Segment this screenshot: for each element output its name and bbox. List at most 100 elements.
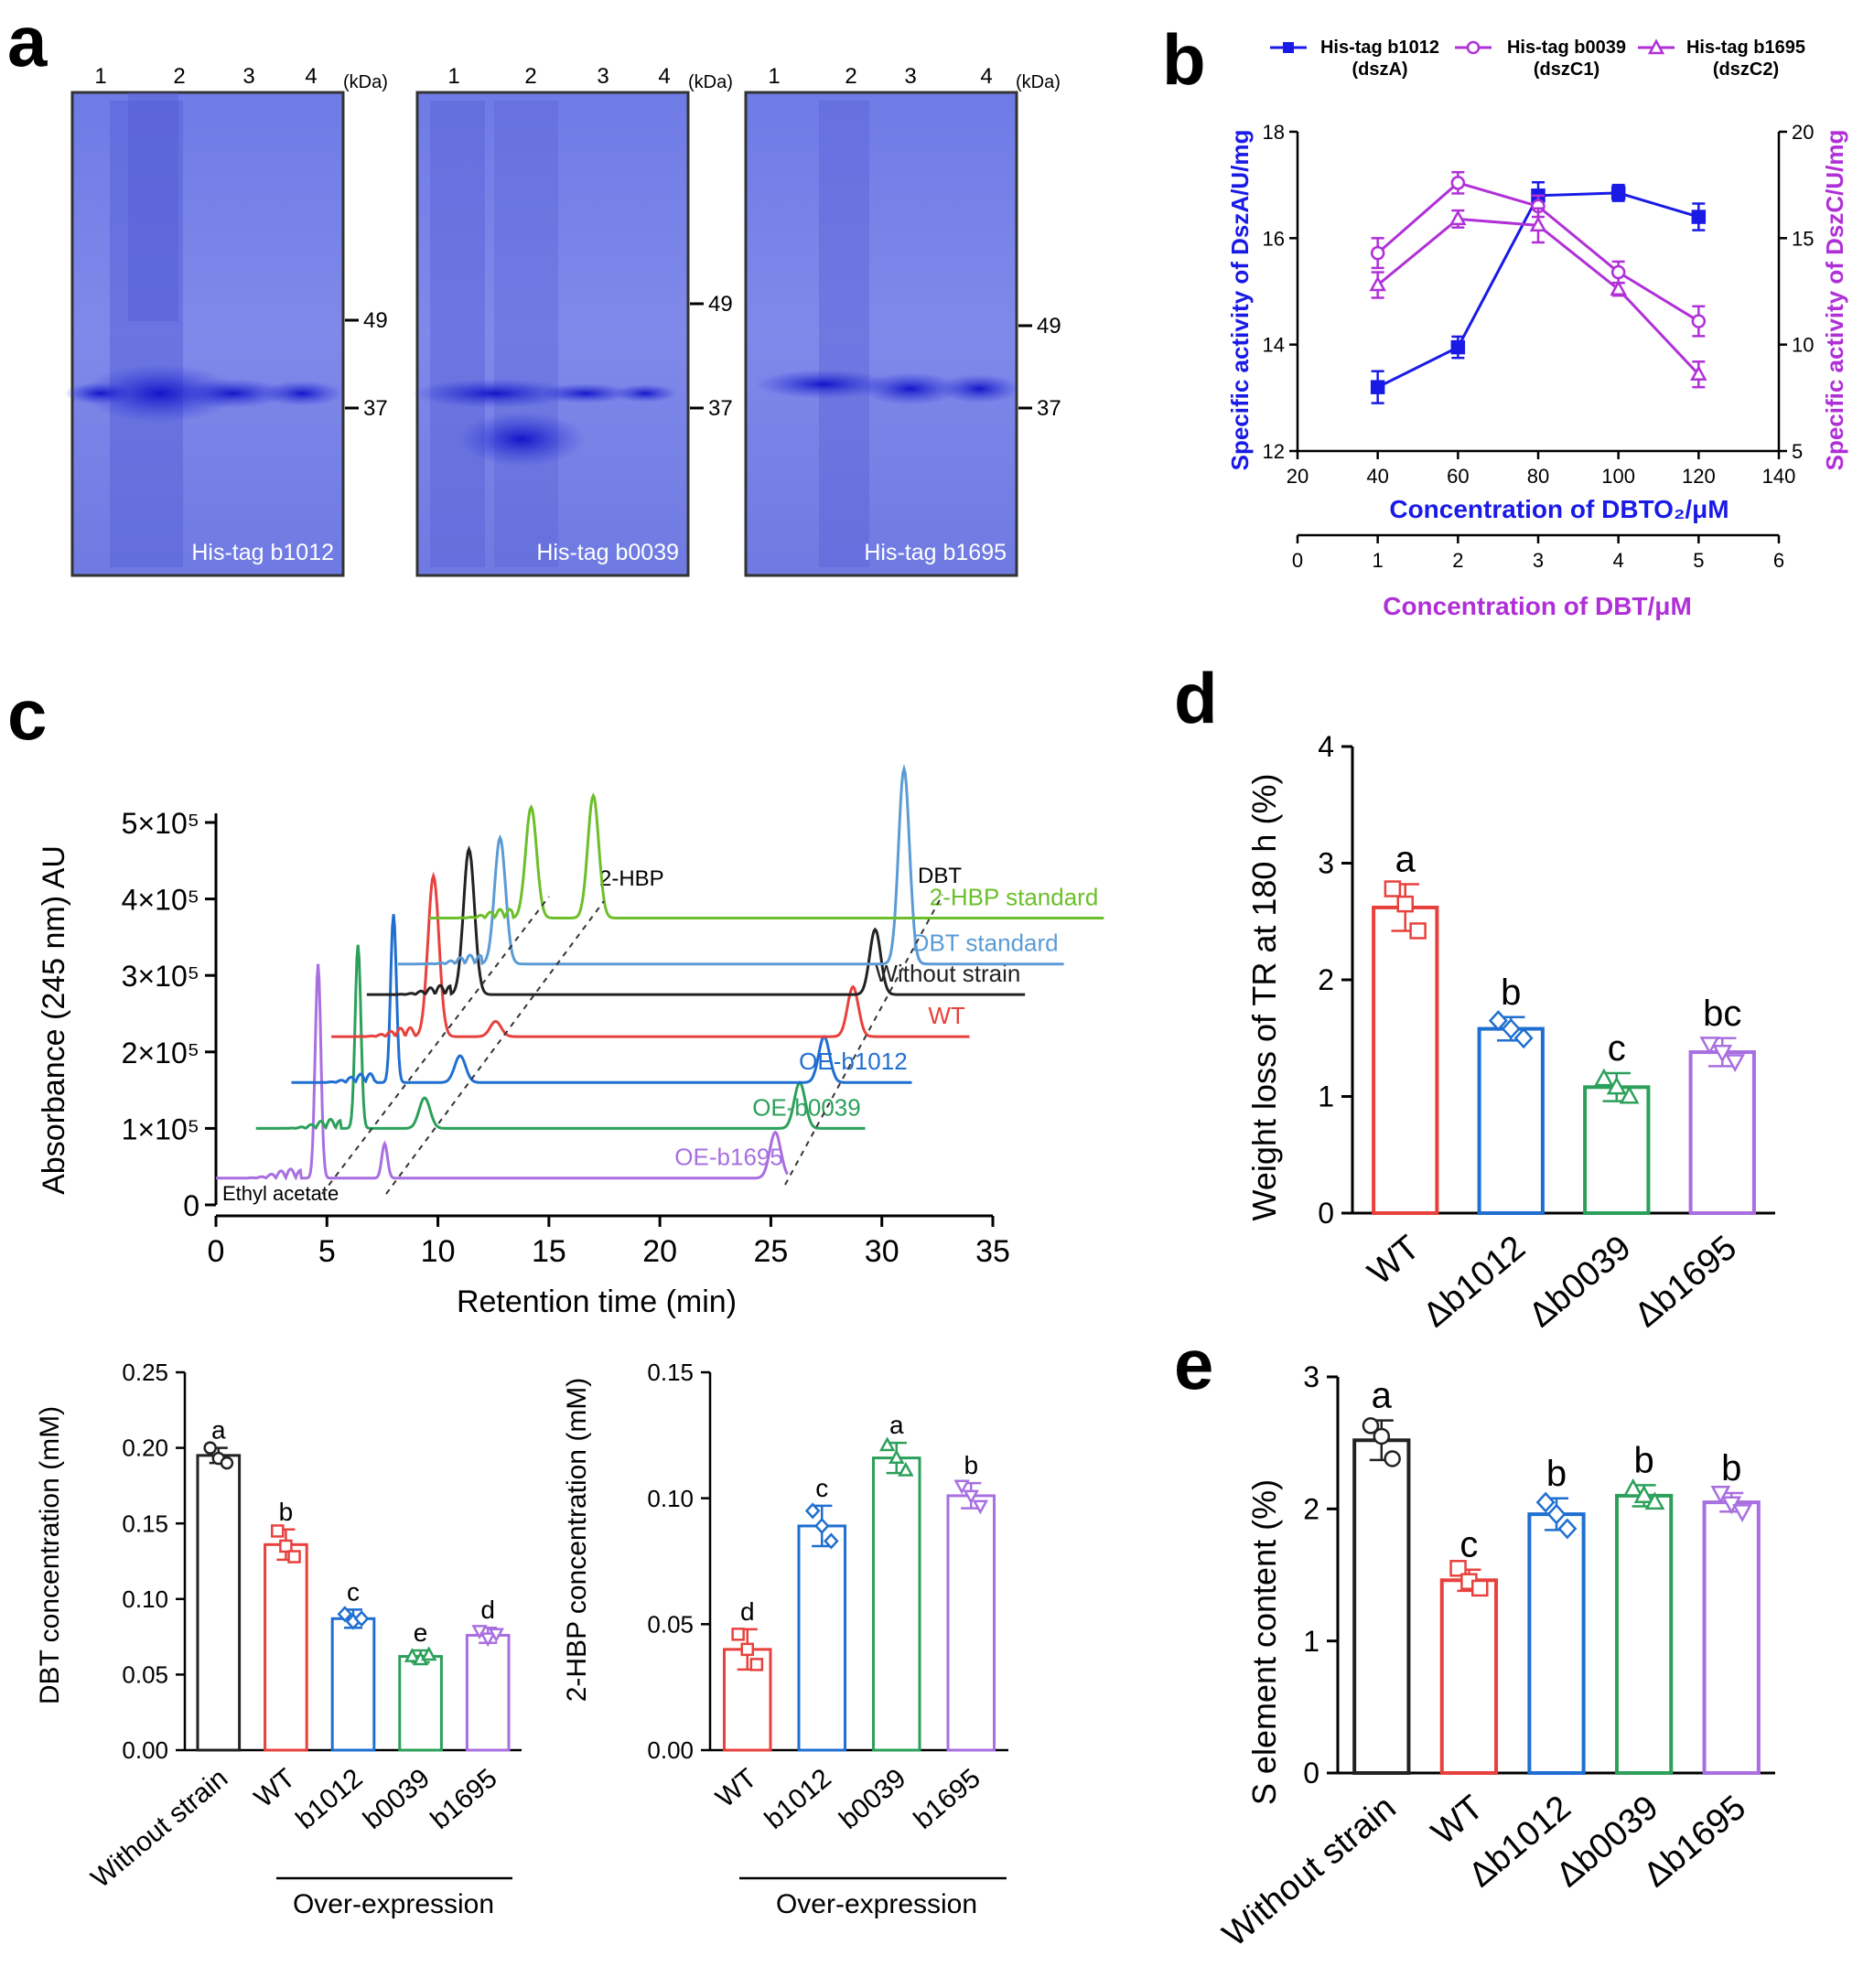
panel-c2-sig-letter-5: d: [480, 1596, 495, 1624]
panel-e-point-2: [1449, 1560, 1467, 1577]
panel-e-ytick-label: 2: [1303, 1493, 1319, 1526]
c1-trace-label-1: OE-b1695: [674, 1144, 783, 1171]
panel-e-point-1: [1362, 1417, 1380, 1435]
c1-guide-2hbp: [321, 896, 550, 1195]
b-point-s2: [1610, 264, 1626, 280]
panel-d-ytick-label: 2: [1318, 963, 1334, 996]
panel-d-point-2: [1488, 1010, 1508, 1032]
gel-1: 1 2 3 4 (kDa) 49 37 His-tag b1012: [64, 64, 388, 577]
panel-c3-xtick-label-4: b1695: [909, 1763, 986, 1835]
c1-xtick-label: 35: [975, 1234, 1010, 1269]
b-x2tick-label: 1: [1373, 549, 1384, 572]
panel-d-xtick-label-4: Δb1695: [1628, 1229, 1744, 1335]
gel-1-lane-1: 1: [94, 64, 106, 89]
panel-d-point-1: [1396, 895, 1414, 913]
b-legend-name-3: His-tag b1695: [1686, 38, 1805, 58]
gel-2-lane-3: 3: [597, 64, 609, 89]
panel-c2-point-2: [287, 1550, 301, 1564]
c1-trace-label-3: OE-b1012: [799, 1048, 908, 1075]
panel-d-bar-1: [1372, 905, 1439, 1215]
gel-3-label: His-tag b1695: [864, 540, 1007, 565]
panel-d-point-1: [1384, 880, 1402, 897]
panel-c3-point-2: [824, 1532, 839, 1550]
c1-trace-5: [366, 845, 1026, 996]
panel-c3-bar-3: [871, 1456, 921, 1752]
b-point-s1: [1450, 339, 1466, 355]
b-legend-item-2: His-tag b0039 (dszC1): [1455, 38, 1626, 80]
b-x2tick-label: 3: [1533, 549, 1544, 572]
panel-c2-xtick-label-4: b0039: [358, 1763, 436, 1835]
b-ytick-label: 18: [1263, 121, 1285, 144]
gel-2-lane-2: 2: [524, 64, 536, 89]
panel-e-point-5: [1732, 1504, 1752, 1523]
b-y2tick-label: 5: [1792, 440, 1803, 463]
panel-e-sig-letter-2: c: [1459, 1525, 1478, 1565]
c2-group-label: Over-expression: [293, 1889, 494, 1919]
panel-c3-xtick-label-2: b1012: [759, 1763, 837, 1835]
panel-c3-ytick-label: 0.00: [647, 1736, 694, 1764]
gel-3-lane-3: 3: [904, 64, 916, 89]
panel-d-point-4: [1712, 1045, 1733, 1063]
c1-trace-6: [397, 763, 1064, 966]
panel-c3-sig-letter-1: d: [740, 1597, 755, 1626]
c1-xlabel: Retention time (min): [457, 1284, 737, 1319]
c1-xtick-label: 5: [318, 1234, 336, 1269]
b-legend-sub-1: (dszA): [1352, 59, 1407, 80]
panel-c2-bar-4: [398, 1655, 443, 1752]
panel-e-bar-5: [1702, 1500, 1761, 1776]
gel-1-lane-3: 3: [242, 64, 254, 89]
gel-2-lane-1: 1: [447, 64, 459, 89]
panel-c2-ytick-label: 0.15: [122, 1510, 168, 1537]
panel-c2-sig-letter-2: b: [279, 1498, 294, 1526]
c1-xtick-label: 25: [754, 1234, 789, 1269]
panel-d-sig-letter-1: a: [1395, 839, 1416, 879]
b-point-s3: [1369, 275, 1386, 292]
panel-c2-ytick-label: 0.25: [122, 1359, 168, 1386]
panel-c2-ytick-label: 0.20: [122, 1435, 168, 1462]
panel-e-xtick-label-1: Without strain: [1216, 1789, 1404, 1955]
panel-d-point-1: [1409, 922, 1427, 940]
c1-trace-3: [291, 914, 912, 1084]
b-point-s3: [1449, 210, 1467, 226]
b-x2tick-label: 2: [1452, 549, 1463, 572]
c1-ytick-label: 1×10⁵: [122, 1112, 199, 1145]
panel-c2-bar-5: [465, 1633, 511, 1752]
panel-c3-point-3: [898, 1461, 914, 1477]
b-legend-sub-2: (dszC1): [1534, 59, 1599, 80]
panel-c2-xtick-label-5: b1695: [425, 1763, 503, 1835]
b-ytick-label: 16: [1263, 227, 1285, 250]
c1-peak-2hbp: 2-HBP: [599, 866, 664, 891]
panel-c3-point-2: [813, 1517, 830, 1534]
b-y2tick-label: 15: [1792, 227, 1814, 250]
panel-c2-xtick-label-2: WT: [249, 1763, 301, 1813]
panel-d-xtick-label-1: WT: [1361, 1229, 1427, 1293]
panel-d-bar-4: [1688, 1050, 1756, 1216]
panel-e-point-4: [1644, 1491, 1665, 1510]
panel-c-chromatogram: Retention time (min) Absorbance (245 nm)…: [37, 763, 1104, 1319]
b-point-s2: [1450, 176, 1466, 190]
gel-2-lane-4: 4: [658, 64, 670, 89]
panel-c3-point-4: [953, 1479, 970, 1495]
panel-c3-ytick-label: 0.10: [647, 1485, 694, 1512]
c1-guide-2hbp-b: [385, 900, 605, 1195]
gel-2-marker-37: 37: [708, 396, 733, 421]
panel-c2-xtick-label-1: Without strain: [86, 1763, 234, 1894]
gel-3-lane-4: 4: [980, 64, 992, 89]
c3-ylabel: 2-HBP concentration (mM): [562, 1378, 592, 1703]
b-ytick-label: 14: [1263, 334, 1285, 357]
panel-d-point-3: [1606, 1076, 1627, 1095]
panel-e-point-4: [1633, 1485, 1654, 1503]
panel-e-sig-letter-1: a: [1372, 1376, 1393, 1416]
panel-c2-point-3: [337, 1606, 353, 1623]
c1-ytick-label: 3×10⁵: [122, 960, 199, 993]
panel-c2-sig-letter-3: c: [347, 1577, 360, 1606]
d-ylabel: Weight loss of TR at 180 h (%): [1245, 774, 1283, 1221]
b-xtick-label: 40: [1366, 465, 1388, 488]
panel-e-point-1: [1373, 1427, 1391, 1445]
c1-xtick-label: 15: [532, 1234, 566, 1269]
panel-c3-bar-2: [797, 1524, 847, 1752]
b-point-s2: [1370, 245, 1385, 261]
panel-c2-point-5: [479, 1632, 496, 1648]
panel-b-activity-chart: His-tag b1012 (dszA) His-tag b0039 (dszC…: [1226, 38, 1848, 620]
